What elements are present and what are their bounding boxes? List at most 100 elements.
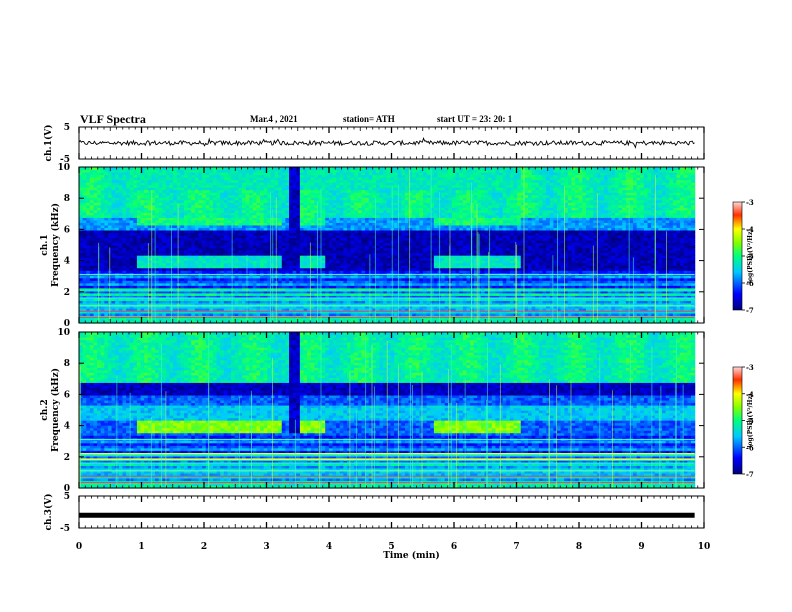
ch1-spectrogram-cell bbox=[205, 245, 210, 249]
ch1-spectrogram-cell bbox=[86, 280, 91, 284]
ch1-spectrogram-cell bbox=[100, 197, 105, 201]
ch1-spectrogram-cell bbox=[173, 315, 178, 319]
ch1-spectrogram-cell bbox=[118, 229, 124, 234]
ch1-spectrogram-cell bbox=[162, 295, 167, 299]
ch1-spectrogram-cell bbox=[86, 234, 91, 239]
ch1-spectrogram-cell bbox=[144, 265, 149, 269]
ch1-spectrogram-cell bbox=[191, 255, 196, 259]
ch1-spectrogram-cell bbox=[191, 300, 196, 304]
ch1-spectrogram-cell bbox=[104, 182, 109, 186]
ch1-spectrogram-cell bbox=[79, 262, 84, 266]
ch1-spectrogram-cell bbox=[147, 229, 153, 234]
ch1-spectrogram-cell bbox=[162, 167, 167, 171]
ch1-spectrogram-cell bbox=[191, 204, 196, 208]
ch1-spectrogram-cell bbox=[202, 207, 207, 211]
ch1-spectrogram-cell bbox=[82, 179, 87, 183]
ch1-spectrogram-cell bbox=[165, 209, 171, 213]
ch1-spectrogram-cell bbox=[144, 280, 149, 284]
ch1-spectrogram-cell bbox=[144, 252, 149, 256]
ch1-spectrogram-cell bbox=[191, 245, 196, 249]
ch1-spectrogram-cell bbox=[100, 202, 105, 206]
ch1-spectrogram-cell bbox=[136, 292, 142, 296]
ch1-spectrogram-cell bbox=[107, 174, 113, 178]
ch1-spectrogram-cell bbox=[111, 202, 116, 206]
ch1-spectrogram-cell bbox=[100, 224, 105, 228]
ch1-spectrogram-cell bbox=[122, 245, 127, 249]
ch1-spectrogram-cell bbox=[202, 245, 207, 249]
ch1-spectrogram-cell bbox=[111, 182, 116, 186]
ch1-spectrogram-cell bbox=[122, 262, 127, 266]
ch1-spectrogram-cell bbox=[82, 260, 87, 264]
ch1-spectrogram-cell bbox=[122, 204, 127, 208]
ch1-spectrogram-cell bbox=[205, 237, 210, 241]
ch1-spectrogram-cell bbox=[144, 239, 149, 244]
ch1-spectrogram-cell bbox=[165, 199, 171, 203]
ch1-spectrogram-cell bbox=[86, 199, 91, 203]
ch1-spectrogram-cell bbox=[136, 212, 142, 216]
ch1-spectrogram-cell bbox=[180, 197, 185, 201]
ch1-spectrogram-cell bbox=[151, 202, 156, 206]
ch1-spectrogram-cell bbox=[176, 189, 181, 193]
ch1-spectrogram-cell bbox=[111, 174, 116, 178]
ch1-spectrogram-cell bbox=[140, 172, 145, 176]
ch1-spectrogram-cell bbox=[126, 315, 131, 319]
ch1-spectrogram-cell bbox=[184, 237, 189, 241]
ch1-spectrogram-cell bbox=[133, 252, 138, 256]
ch1-spectrogram-cell bbox=[79, 260, 84, 264]
ch1-spectrogram-cell bbox=[104, 167, 109, 171]
ch1-spectrogram-cell bbox=[205, 280, 210, 284]
ch1-spectrogram-cell bbox=[100, 189, 105, 193]
ch1-spectrogram-cell bbox=[126, 300, 131, 304]
ch1-spectrogram-cell bbox=[104, 204, 109, 208]
ch1-spectrogram-cell bbox=[165, 252, 171, 256]
ch1-spectrogram-cell bbox=[126, 217, 131, 221]
ch1-spectrogram-cell bbox=[82, 212, 87, 216]
ch1-spectrogram-cell bbox=[122, 172, 127, 176]
ch1-spectrogram-cell bbox=[107, 184, 113, 188]
ch1-spectrogram-cell bbox=[162, 300, 167, 304]
ch1-spectrogram-cell bbox=[165, 292, 171, 296]
ch1-spectrogram-cell bbox=[147, 302, 153, 306]
ch1-spectrogram-cell bbox=[111, 267, 116, 271]
ch1-spectrogram-cell bbox=[93, 292, 98, 296]
ch1-spectrogram-cell bbox=[180, 260, 185, 264]
ch1-spectrogram-cell bbox=[151, 189, 156, 193]
ch1-spectrogram-cell bbox=[86, 310, 91, 314]
ch1-spectrogram-cell bbox=[115, 234, 120, 239]
ch1-spectrogram-cell bbox=[122, 285, 127, 289]
ch1-spectrogram-cell bbox=[100, 219, 105, 223]
ch1-spectrogram-cell bbox=[136, 172, 142, 176]
ch1-spectrogram-cell bbox=[115, 292, 120, 296]
ch1-spectrogram-cell bbox=[165, 217, 171, 221]
ch1-spectrogram-cell bbox=[173, 317, 178, 322]
ch1-spectrogram-cell bbox=[194, 282, 200, 286]
ch1-spectrogram-cell bbox=[122, 212, 127, 216]
ch1-spectrogram-cell bbox=[209, 290, 214, 294]
ch1-spectrogram-cell bbox=[129, 214, 134, 218]
ch1-spectrogram-cell bbox=[155, 207, 160, 211]
ch1-spectrogram-cell bbox=[133, 217, 138, 221]
ch1-spectrogram-cell bbox=[133, 214, 138, 218]
ch1-spectrogram-cell bbox=[205, 179, 210, 183]
ch1-spectrogram-cell bbox=[194, 257, 200, 261]
ch1-spectrogram-cell bbox=[104, 194, 109, 198]
ch1-spectrogram-cell bbox=[162, 199, 167, 203]
ch1-spectrogram-cell bbox=[140, 187, 145, 191]
ch1-spectrogram-cell bbox=[144, 305, 149, 309]
ch1-spectrogram-cell bbox=[140, 204, 145, 208]
ch1-spectrogram-cell bbox=[158, 292, 163, 296]
ch1-spectrogram-cell bbox=[194, 227, 200, 231]
ch1-spectrogram-cell bbox=[107, 177, 113, 181]
ch1-spectrogram-cell bbox=[155, 179, 160, 183]
ch1-spectrogram-cell bbox=[82, 320, 87, 324]
ch1-spectrogram-cell bbox=[151, 214, 156, 218]
ch1-spectrogram-cell bbox=[136, 189, 142, 193]
ch1-spectrogram-cell bbox=[93, 312, 98, 317]
ch1-spectrogram-cell bbox=[194, 315, 200, 319]
ch1-spectrogram-cell bbox=[162, 202, 167, 206]
ch1-spectrogram-cell bbox=[144, 177, 149, 181]
ch1-spectrogram-cell bbox=[115, 194, 120, 198]
ch1-spectrogram-cell bbox=[184, 234, 189, 239]
ch1-spectrogram-cell bbox=[82, 187, 87, 191]
ch1-spectrogram-cell bbox=[184, 242, 189, 246]
